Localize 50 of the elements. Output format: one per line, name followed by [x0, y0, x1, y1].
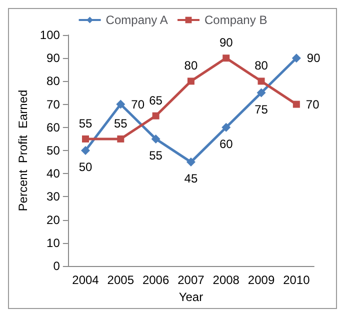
x-tick-label: 2007 [178, 273, 205, 287]
data-label: 65 [149, 93, 163, 108]
data-label: 55 [114, 116, 128, 130]
y-tick-label: 10 [46, 236, 60, 250]
point [256, 88, 266, 98]
point [152, 112, 160, 120]
x-tick-label: 2006 [142, 273, 170, 287]
data-label: 45 [184, 172, 198, 186]
point [82, 135, 89, 142]
x-tick-label: 2010 [283, 273, 310, 287]
y-tick-label: 20 [46, 212, 60, 227]
y-tick-label: 70 [46, 97, 60, 112]
y-axis-title: Percent Profit Earned [16, 90, 30, 212]
legend-label: Company A [106, 13, 168, 27]
point [222, 122, 231, 132]
y-tick-label: 40 [46, 166, 60, 181]
data-label: 75 [254, 102, 268, 116]
point [292, 54, 301, 63]
y-tick-label: 100 [40, 28, 60, 42]
point [117, 135, 124, 142]
x-tick-label: 2008 [212, 273, 240, 287]
data-label: 70 [306, 97, 320, 112]
y-tick-label: 0 [53, 259, 60, 273]
x-axis-title: Year [178, 290, 204, 304]
legend-label: Company B [204, 13, 268, 27]
data-label: 80 [254, 58, 268, 73]
y-tick-label: 60 [46, 120, 60, 134]
y-tick-label: 80 [46, 74, 60, 88]
data-label: 50 [78, 160, 92, 174]
x-tick-label: 2009 [248, 273, 275, 287]
point [151, 134, 160, 144]
data-label: 90 [219, 36, 234, 50]
data-label: 60 [219, 136, 234, 151]
x-tick-label: 2005 [107, 273, 134, 287]
x-tick-label: 2004 [72, 273, 100, 287]
point [116, 100, 126, 109]
data-label: 55 [78, 116, 92, 130]
point [187, 78, 194, 85]
data-label: 80 [184, 58, 198, 73]
data-label: 70 [131, 97, 145, 112]
point [186, 158, 196, 167]
y-tick-label: 50 [46, 144, 60, 158]
point [222, 54, 230, 62]
y-tick-label: 30 [46, 190, 60, 204]
point [292, 100, 300, 108]
y-tick-label: 90 [46, 51, 60, 66]
point [258, 78, 265, 85]
point [81, 146, 90, 155]
data-label: 90 [306, 51, 321, 66]
data-label: 55 [149, 148, 163, 162]
